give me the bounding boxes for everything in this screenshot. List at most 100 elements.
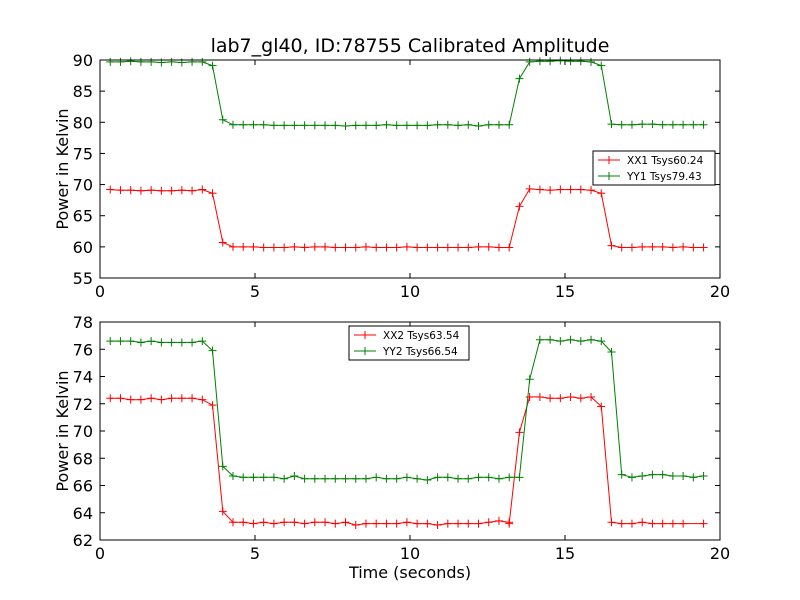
legend-marker [361,331,369,339]
data-point [249,473,258,482]
data-point [331,519,340,528]
data-point [433,120,442,129]
data-point [341,122,350,131]
data-point [474,122,483,131]
data-point [525,57,534,66]
plot-panel-2: 0 5 10 15 20 62 64 66 68 70 72 74 76 78 Power in Kelvi… [53,313,730,563]
data-point [535,335,544,344]
y-axis-label-1: Power in Kelvin [53,108,72,229]
data-point [331,243,340,252]
data-point [136,186,145,195]
data-point [689,120,698,129]
data-point [136,338,145,347]
data-point [382,474,391,483]
data-point [259,243,268,252]
data-point [638,518,647,527]
data-point [413,243,422,252]
data-point [505,519,514,528]
data-point [218,462,227,471]
data-point [668,120,677,129]
data-point [525,392,534,401]
data-point [474,242,483,251]
data-point [239,473,248,482]
data-point [658,242,667,251]
legend-marker [605,156,613,164]
data-point [310,121,319,130]
data-point [372,519,381,528]
data-point [587,57,596,66]
data-point [249,242,258,251]
data-point [310,242,319,251]
data-point [494,516,503,525]
legend-label: XX2 Tsys63.54 [383,330,460,342]
data-point [280,474,289,483]
data-point [280,518,289,527]
chart-title: lab7_gl40, ID:78755 Calibrated Amplitude [211,35,610,57]
data-point [126,186,135,195]
data-point [525,184,534,193]
data-point [218,507,227,516]
data-point [351,243,360,252]
data-point [566,392,575,401]
data-point [116,57,125,66]
data-point [402,473,411,482]
y-tick-label: 85 [73,82,93,101]
data-point [546,57,555,66]
legend-marker [605,172,613,180]
data-point [515,428,524,437]
data-point [167,338,176,347]
x-tick-label: 5 [250,544,260,563]
data-point [494,120,503,129]
data-point [239,242,248,251]
data-point [321,518,330,527]
data-point [249,519,258,528]
data-point [157,186,166,195]
data-point [668,471,677,480]
data-point [699,519,708,528]
data-point [474,473,483,482]
data-point [433,521,442,530]
data-point [167,186,176,195]
data-point [300,474,309,483]
x-tick-label: 15 [555,544,575,563]
data-point [167,394,176,403]
data-point [556,56,565,65]
x-tick-label: 20 [710,544,730,563]
data-point [607,241,616,250]
y-tick-label: 60 [73,238,93,257]
data-point [351,474,360,483]
data-point [484,120,493,129]
data-point [280,243,289,252]
data-point [679,471,688,480]
y-tick-label: 62 [73,531,93,550]
plot-panel-1: 0 5 10 15 20 55 60 65 70 75 80 85 90 Power in Kelvin X… [53,51,730,301]
data-point [587,392,596,401]
data-point [392,121,401,130]
data-point [228,471,237,480]
legend-label: XX1 Tsys60.24 [627,155,704,167]
y-tick-label: 76 [73,340,93,359]
data-point [679,519,688,528]
data-point [239,518,248,527]
data-point [597,189,606,198]
data-point [576,337,585,346]
y-tick-label: 70 [73,176,93,195]
data-point [402,518,411,527]
data-point [546,394,555,403]
data-point [147,394,156,403]
data-point [331,121,340,130]
data-point [658,120,667,129]
data-point [280,121,289,130]
data-point [321,121,330,130]
data-point [290,242,299,251]
data-point [269,243,278,252]
data-point [443,473,452,482]
data-point [433,473,442,482]
data-point [341,474,350,483]
data-point [617,120,626,129]
data-point [535,57,544,66]
data-point [372,473,381,482]
data-point [627,519,636,528]
data-point [464,120,473,129]
data-point [699,471,708,480]
